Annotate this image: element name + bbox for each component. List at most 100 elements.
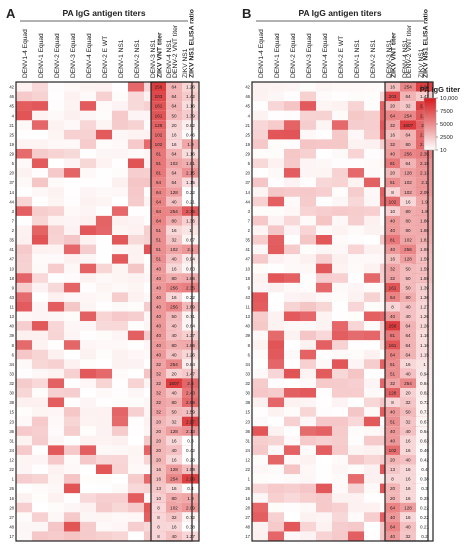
antigen-cell: [348, 521, 364, 532]
value-label: 13: [156, 486, 162, 491]
antigen-cell: [32, 311, 48, 322]
antigen-cell: [316, 340, 332, 350]
antigen-cell: [348, 359, 364, 370]
antigen-cell: [96, 215, 112, 226]
antigen-cell: [16, 321, 32, 331]
value-column-label: ZIKV VNT titer: [391, 32, 398, 78]
value-cell: [151, 254, 166, 264]
antigen-cell: [316, 263, 332, 274]
value-cell: [151, 263, 166, 274]
value-cell: [416, 531, 433, 542]
antigen-cell: [64, 493, 80, 503]
antigen-cell: [80, 340, 96, 350]
antigen-cell: [316, 168, 332, 178]
antigen-cell: [32, 225, 48, 236]
sample-id: 6: [12, 352, 15, 357]
antigen-cell: [64, 187, 80, 197]
sample-id: 5: [248, 161, 251, 166]
antigen-cell: [32, 168, 48, 178]
value-label: 1.59: [420, 266, 429, 271]
value-cell: [416, 292, 433, 303]
value-label: 64: [156, 209, 162, 214]
value-label: 16: [171, 142, 177, 147]
value-cell: [182, 244, 199, 255]
antigen-cell: [364, 110, 380, 121]
antigen-cell: [300, 292, 316, 303]
antigen-cell: [268, 282, 284, 293]
value-cell: [385, 378, 400, 389]
sample-id: 34: [9, 362, 14, 367]
antigen-cell: [268, 426, 284, 437]
value-label: 2.96: [186, 477, 195, 482]
value-label: 128: [404, 257, 412, 262]
antigen-cell: [284, 292, 300, 303]
value-cell: [400, 187, 416, 197]
antigen-column-label: DENV-3 Equad: [306, 33, 313, 78]
antigen-cell: [48, 139, 64, 150]
value-cell: [416, 359, 433, 370]
antigen-cell: [364, 158, 380, 169]
antigen-cell: [80, 330, 96, 341]
antigen-cell: [252, 292, 268, 303]
antigen-cell: [16, 254, 32, 264]
antigen-cell: [332, 388, 348, 398]
antigen-cell: [332, 129, 348, 140]
antigen-cell: [80, 426, 96, 437]
antigen-cell: [332, 187, 348, 197]
antigen-cell: [268, 196, 284, 207]
antigen-cell: [316, 426, 332, 437]
value-cell: [400, 311, 416, 322]
antigen-cell: [80, 454, 96, 465]
sample-id: 37: [9, 180, 14, 185]
value-cell: [400, 139, 416, 150]
value-label: 20: [156, 438, 162, 443]
antigen-cell: [16, 407, 32, 417]
sample-id: 23: [245, 419, 250, 424]
value-cell: [385, 330, 400, 341]
antigen-cell: [364, 273, 380, 284]
value-cell: [151, 215, 166, 226]
antigen-cell: [80, 521, 96, 532]
value-cell: [151, 416, 166, 427]
antigen-cell: [268, 464, 284, 475]
value-label: 80: [405, 209, 411, 214]
antigen-cell: [64, 483, 80, 494]
group-header: PA IgG antigen titers: [62, 8, 145, 18]
value-label: 32: [171, 238, 177, 243]
sample-id: 15: [9, 410, 14, 415]
value-label: 20: [405, 391, 411, 396]
value-label: 1.81: [186, 161, 195, 166]
antigen-cell: [332, 120, 348, 131]
antigen-cell: [112, 139, 128, 150]
antigen-cell: [96, 531, 112, 542]
antigen-cell: [252, 512, 268, 523]
antigen-cell: [332, 91, 348, 102]
value-cell: [151, 493, 166, 503]
antigen-cell: [300, 378, 316, 389]
value-label: 0.4: [187, 486, 194, 491]
value-label: 16: [171, 486, 177, 491]
antigen-cell: [252, 139, 268, 150]
antigen-cell: [64, 359, 80, 370]
antigen-cell: [332, 483, 348, 494]
value-cell: [385, 502, 400, 513]
antigen-cell: [80, 110, 96, 121]
value-cell: [151, 235, 166, 245]
antigen-cell: [252, 502, 268, 513]
antigen-cell: [252, 435, 268, 446]
sample-id: 8: [248, 343, 251, 348]
antigen-cell: [112, 244, 128, 255]
antigen-cell: [48, 426, 64, 437]
value-label: 1.39: [420, 285, 429, 290]
antigen-cell: [96, 435, 112, 446]
value-cell: [400, 82, 416, 92]
antigen-column-label: DENV-2 NS1: [370, 39, 377, 78]
antigen-cell: [16, 91, 32, 102]
value-label: 16: [171, 266, 177, 271]
antigen-cell: [112, 340, 128, 350]
antigen-cell: [348, 215, 364, 226]
sample-id: 45: [245, 104, 250, 109]
antigen-cell: [96, 82, 112, 92]
antigen-cell: [268, 187, 284, 197]
antigen-cell: [128, 282, 144, 293]
